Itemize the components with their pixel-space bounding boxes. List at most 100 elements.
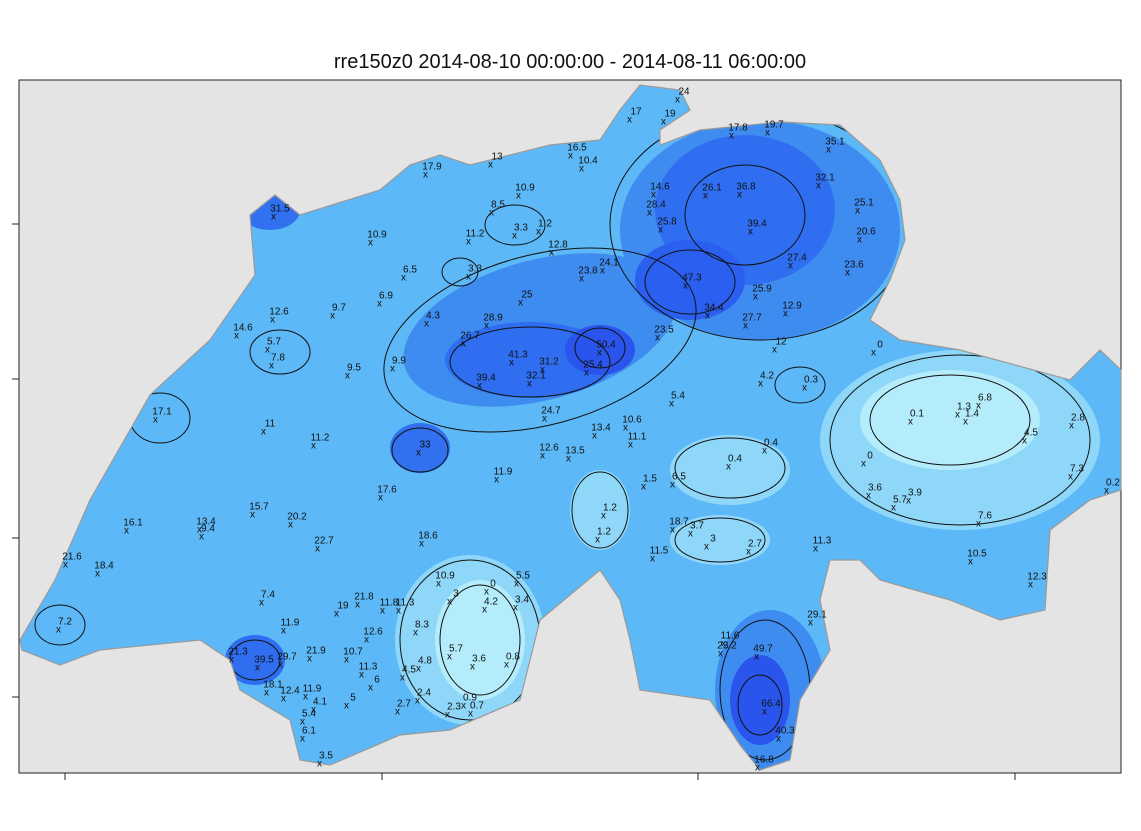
- station-marker: x: [484, 321, 489, 332]
- station-marker: x: [514, 579, 519, 590]
- station-value: 4.2: [484, 597, 498, 608]
- station-marker: x: [762, 707, 767, 718]
- station-value: 41.3: [508, 350, 528, 361]
- station-marker: x: [861, 459, 866, 470]
- station-marker: x: [234, 331, 239, 342]
- station-marker: x: [968, 557, 973, 568]
- station-value: 2.4: [417, 688, 431, 699]
- station-value: 39.4: [476, 373, 496, 384]
- station-marker: x: [658, 225, 663, 236]
- station-value: 11.2: [311, 433, 330, 444]
- station-marker: x: [726, 462, 731, 473]
- station-marker: x: [566, 454, 571, 465]
- station-value: 13.4: [591, 423, 611, 434]
- station-marker: x: [265, 345, 270, 356]
- station-value: 15.7: [249, 502, 269, 513]
- station-marker: x: [445, 710, 450, 721]
- station-value: 3: [710, 534, 716, 545]
- station-marker: x: [857, 235, 862, 246]
- station-value: 2.7: [748, 539, 762, 550]
- station-value: 25: [521, 290, 533, 301]
- station-value: 24: [678, 87, 690, 98]
- station-value: 32.1: [815, 173, 835, 184]
- station-value: 23.6: [844, 260, 864, 271]
- station-marker: x: [364, 635, 369, 646]
- station-marker: x: [307, 654, 312, 665]
- station-marker: x: [281, 694, 286, 705]
- station-marker: x: [655, 333, 660, 344]
- station-value: 5.4: [302, 709, 316, 720]
- station-marker: x: [504, 660, 509, 671]
- station-value: 17.1: [152, 407, 172, 418]
- station-marker: x: [536, 227, 541, 238]
- station-marker: x: [470, 662, 475, 673]
- station-value: 6.8: [978, 393, 992, 404]
- station-marker: x: [669, 399, 674, 410]
- station-value: 17.6: [377, 485, 397, 496]
- station-value: 1.5: [643, 474, 657, 485]
- station-value: 20.6: [856, 227, 876, 238]
- station-value: 0.2: [1106, 478, 1120, 489]
- station-marker: x: [334, 609, 339, 620]
- station-marker: x: [813, 544, 818, 555]
- station-marker: x: [568, 151, 573, 162]
- station-value: 12.3: [1027, 572, 1047, 583]
- station-marker: x: [423, 170, 428, 181]
- station-marker: x: [597, 348, 602, 359]
- station-value: 0.4: [764, 438, 778, 449]
- station-value: 11.5: [650, 546, 669, 557]
- station-marker: x: [704, 542, 709, 553]
- station-value: 9.9: [392, 356, 406, 367]
- station-value: 3.6: [472, 654, 486, 665]
- station-value: 0: [877, 340, 883, 351]
- station-value: 23.8: [578, 266, 598, 277]
- station-marker: x: [670, 480, 675, 491]
- station-marker: x: [413, 628, 418, 639]
- station-value: 1.2: [597, 527, 611, 538]
- station-marker: x: [729, 131, 734, 142]
- station-value: 21.6: [62, 552, 82, 563]
- station-value: 1.2: [538, 219, 552, 230]
- station-marker: x: [416, 664, 421, 675]
- station-value: 0.4: [728, 454, 742, 465]
- station-marker: x: [754, 652, 759, 663]
- station-marker: x: [647, 208, 652, 219]
- station-value: 23.5: [654, 325, 674, 336]
- station-value: 3.9: [908, 488, 922, 499]
- station-value: 25.9: [752, 284, 772, 295]
- station-marker: x: [269, 361, 274, 372]
- station-marker: x: [1068, 472, 1073, 483]
- station-value: 4.3: [426, 311, 440, 322]
- station-value: 5.5: [516, 571, 530, 582]
- station-marker: x: [627, 115, 632, 126]
- station-value: 10.9: [435, 571, 455, 582]
- station-marker: x: [871, 348, 876, 359]
- station-value: 25.1: [854, 198, 874, 209]
- station-value: 6.1: [302, 726, 316, 737]
- station-marker: x: [288, 520, 293, 531]
- station-value: 0.7: [470, 701, 484, 712]
- station-value: 36.8: [736, 182, 756, 193]
- station-marker: x: [513, 603, 518, 614]
- station-marker: x: [153, 415, 158, 426]
- station-value: 12.6: [363, 627, 383, 638]
- station-value: 14.6: [233, 323, 253, 334]
- station-marker: x: [816, 181, 821, 192]
- station-marker: x: [746, 547, 751, 558]
- station-value: 3.3: [514, 223, 528, 234]
- station-marker: x: [466, 237, 471, 248]
- station-marker: x: [484, 587, 489, 598]
- station-value: 11.9: [303, 684, 322, 695]
- station-value: 17: [630, 107, 642, 118]
- station-marker: x: [762, 446, 767, 457]
- station-marker: x: [963, 417, 968, 428]
- station-value: 7.3: [1070, 464, 1084, 475]
- station-value: 11.8: [380, 598, 399, 609]
- station-value: 3.6: [868, 483, 882, 494]
- station-marker: x: [477, 381, 482, 392]
- station-marker: x: [651, 190, 656, 201]
- station-value: 32.1: [526, 371, 546, 382]
- station-value: 21.9: [306, 646, 326, 657]
- station-marker: x: [705, 311, 710, 322]
